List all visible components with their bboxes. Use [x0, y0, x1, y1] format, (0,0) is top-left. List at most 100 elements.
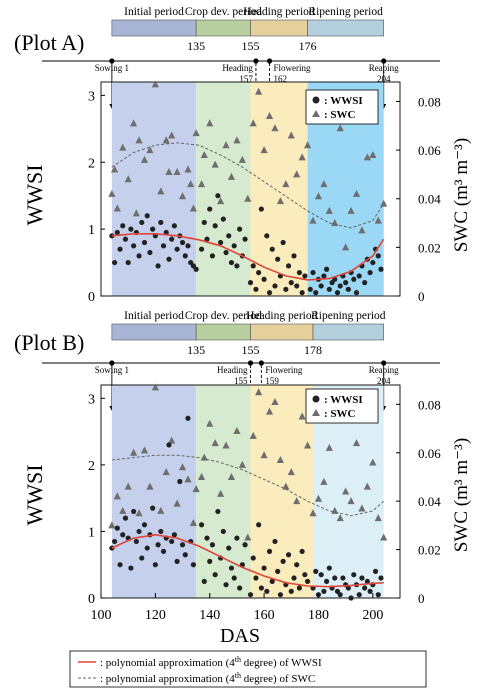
wwsi-point — [324, 266, 330, 272]
wwsi-point — [256, 522, 262, 528]
wwsi-point — [302, 273, 308, 279]
event-marker — [109, 58, 115, 64]
wwsi-point — [169, 236, 175, 242]
swc-point — [374, 514, 382, 522]
wwsi-point — [247, 592, 254, 598]
swc-point — [255, 87, 263, 95]
swc-point — [325, 443, 333, 451]
wwsi-point — [296, 585, 303, 591]
wwsi-point — [283, 286, 289, 292]
event-label: Sowing 1 — [95, 365, 129, 375]
event-day: 157 — [239, 74, 253, 84]
period-label: Crop dev. period — [185, 310, 262, 322]
wwsi-point — [136, 253, 142, 259]
wwsi-point — [215, 193, 221, 199]
event-label: Heading — [222, 63, 253, 73]
event-label: Heading — [217, 365, 248, 375]
wwsi-point — [307, 286, 313, 292]
wwsi-point — [198, 246, 205, 252]
wwsi-point — [139, 555, 145, 561]
y-right-tick-label: 0.02 — [418, 240, 441, 255]
wwsi-point — [234, 263, 240, 269]
swc-point — [298, 412, 306, 420]
period-segment — [195, 19, 251, 37]
period-segment — [111, 323, 197, 341]
swc-point — [189, 518, 198, 526]
wwsi-point — [158, 219, 164, 226]
wwsi-point — [220, 216, 226, 222]
wwsi-point — [220, 528, 226, 535]
swc-point — [363, 482, 371, 490]
event-day: 162 — [274, 74, 288, 84]
wwsi-point — [367, 588, 373, 594]
period-label: Crop dev. period — [185, 6, 262, 18]
wwsi-point — [136, 528, 142, 535]
wwsi-point — [304, 578, 311, 584]
x-tick-label: 160 — [254, 608, 275, 623]
wwsi-marker-icon — [312, 395, 320, 403]
legend-wwsi-label: : WWSI — [324, 394, 363, 406]
event-label: Sowing 1 — [95, 63, 129, 73]
y-left-tick-label: 3 — [88, 392, 95, 407]
plot-b: (Plot B) Initial period Crop dev. periodH… — [14, 310, 441, 623]
swc-point — [309, 509, 317, 517]
wwsi-point — [174, 558, 180, 564]
swc-point — [206, 119, 214, 127]
swc-point — [352, 189, 361, 197]
swc-point — [200, 150, 208, 158]
wwsi-point — [131, 508, 137, 515]
wwsi-point — [337, 283, 343, 289]
wwsi-point — [291, 253, 297, 259]
swc-point — [282, 482, 290, 490]
swc-point — [380, 533, 388, 541]
swc-point — [132, 209, 140, 217]
wwsi-point — [114, 229, 120, 236]
swc-point — [369, 150, 377, 158]
wwsi-point — [160, 243, 167, 249]
wwsi-point — [141, 239, 148, 246]
y-left-tick-label: 2 — [88, 459, 95, 474]
plot-a-title: (Plot A) — [14, 30, 84, 55]
period-label: Heading period — [243, 6, 314, 18]
wwsi-point — [234, 535, 240, 541]
swc-point — [249, 119, 257, 127]
x-tick-label: 120 — [145, 608, 166, 623]
wwsi-point — [345, 585, 351, 591]
wwsi-point — [171, 532, 177, 538]
wwsi-point — [250, 263, 256, 269]
wwsi-point — [128, 226, 134, 232]
legend-swc-label: : SWC — [324, 109, 356, 121]
plot-b-title: (Plot B) — [14, 330, 84, 355]
swc-point — [314, 192, 323, 200]
swc-point — [303, 141, 312, 149]
wwsi-point — [144, 213, 150, 219]
swc-point — [380, 199, 388, 207]
period-boundary-tick: 178 — [304, 343, 322, 357]
wwsi-point — [182, 552, 188, 558]
wwsi-point — [226, 545, 232, 551]
period-boundary-tick: 135 — [187, 39, 205, 53]
wwsi-point — [207, 206, 213, 212]
wwsi-point — [291, 575, 297, 581]
swc-point — [108, 189, 116, 197]
y-axis-label-left-b: WWSI — [22, 464, 47, 525]
wwsi-point — [226, 233, 232, 239]
swc-point — [187, 180, 195, 188]
event-marker — [258, 360, 264, 366]
swc-point — [168, 131, 176, 139]
wwsi-point — [269, 246, 275, 252]
plot-frame — [100, 384, 401, 599]
swc-point — [374, 216, 382, 224]
wwsi-marker-icon — [312, 96, 320, 104]
swc-point — [347, 206, 355, 214]
swc-point — [157, 506, 165, 514]
wwsi-point — [275, 256, 281, 262]
wwsi-point — [285, 552, 292, 558]
wwsi-point — [218, 239, 224, 246]
swc-fit-line — [111, 142, 385, 229]
swc-point — [124, 175, 132, 183]
wwsi-point — [313, 290, 319, 296]
swc-point — [227, 472, 236, 480]
